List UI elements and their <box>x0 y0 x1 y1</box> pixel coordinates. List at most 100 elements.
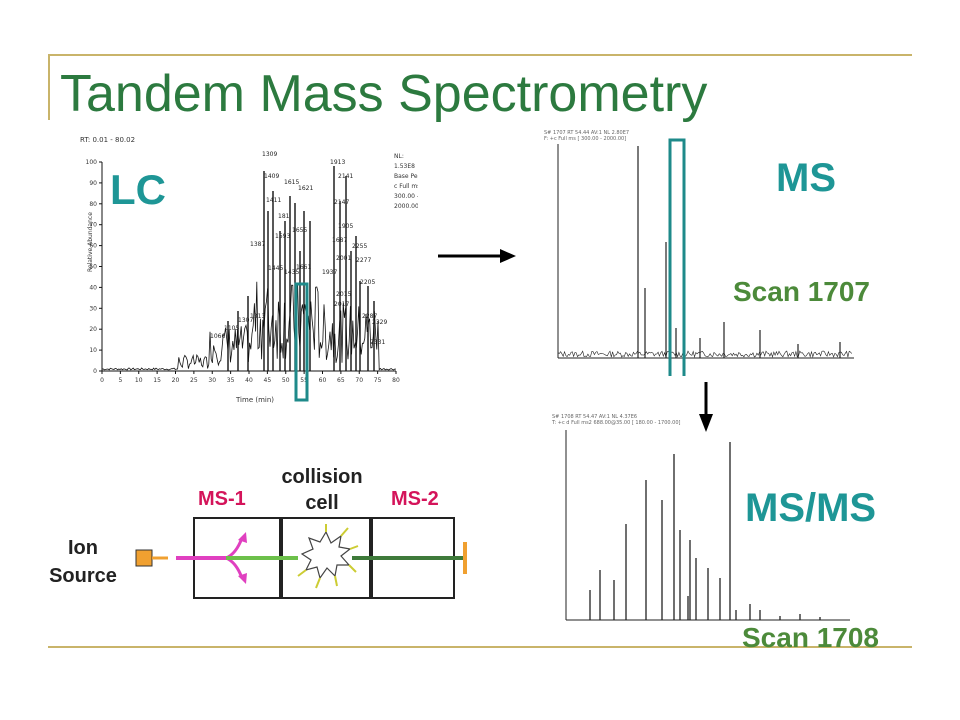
lc-x-tick-label: 20 <box>172 377 180 384</box>
ms-scan-label: Scan 1707 <box>733 276 870 307</box>
ion-source-label: Ion Source <box>40 534 126 590</box>
lc-x-tick-label: 50 <box>282 377 290 384</box>
lc-side-info-line: NL: <box>394 153 404 160</box>
lc-peak-label: 2001 <box>336 255 351 262</box>
lc-label: LC <box>110 166 166 213</box>
lc-side-info-line: 300.00 - <box>394 193 418 200</box>
ion-source-box <box>135 549 153 567</box>
lc-y-tick-label: 0 <box>93 368 97 375</box>
lc-peak-label: 1615 <box>284 179 299 186</box>
lc-side-info-line: Base Peak F: + <box>394 173 418 180</box>
lc-peak-label: 1687 <box>332 237 347 244</box>
lc-y-tick-label: 60 <box>89 243 97 250</box>
lc-xlabel: Time (min) <box>235 396 274 404</box>
ms-trace <box>557 146 853 359</box>
ms1-label: MS-1 <box>198 488 246 510</box>
lc-y-tick-label: 40 <box>89 284 97 291</box>
bottom-rule <box>48 646 912 648</box>
svg-text:S# 1708 RT 54.47 AV:1 NL 4.37E: S# 1708 RT 54.47 AV:1 NL 4.37E6 <box>552 414 637 420</box>
arrow-ms-to-msms <box>699 382 713 432</box>
lc-peak-label: 1593 <box>275 233 290 240</box>
lc-peak-label: 2015 <box>336 291 351 298</box>
lc-peak-label: 2141 <box>338 173 353 180</box>
lc-y-tick-label: 90 <box>89 180 97 187</box>
lc-y-tick-label: 70 <box>89 222 97 229</box>
lc-x-tick-label: 80 <box>392 377 400 384</box>
lc-header: RT: 0.01 - 80.02 <box>80 136 135 144</box>
lc-peak-label: 2331 <box>370 339 385 346</box>
lc-y-tick-label: 50 <box>89 264 97 271</box>
lc-x-tick-label: 15 <box>153 377 161 384</box>
lc-peak-label: 1445 <box>268 265 283 272</box>
lc-y-tick-label: 20 <box>89 326 97 333</box>
lc-y-tick-label: 10 <box>89 347 97 354</box>
msms-scan-label: Scan 1708 <box>742 622 879 653</box>
lc-x-tick-label: 10 <box>135 377 143 384</box>
lc-x-ticks: 0 5 10 15 20 25 30 35 40 45 50 55 60 65 70 75 80 <box>100 371 400 384</box>
lc-peak-label: 1905 <box>338 223 353 230</box>
lc-peak-label: 1307 <box>238 317 253 324</box>
collision-cell-line1: collision <box>281 466 363 488</box>
lc-peak-label: 1621 <box>298 185 313 192</box>
lc-x-tick-label: 40 <box>245 377 253 384</box>
collision-cell-label: collision cell <box>274 464 370 516</box>
collision-burst <box>297 524 359 589</box>
lc-x-tick-label: 0 <box>100 377 104 384</box>
left-rule <box>48 54 50 120</box>
lc-peak-label: 1913 <box>330 159 345 166</box>
ms2-label: MS-2 <box>391 488 439 510</box>
svg-text:T: +c d Full ms2 688.00@35.00: T: +c d Full ms2 688.00@35.00 [ 180.00 -… <box>551 420 681 426</box>
lc-x-tick-label: 65 <box>337 377 345 384</box>
lc-peak-label: 2329 <box>372 319 387 326</box>
lc-peak-label: 1655 <box>292 227 307 234</box>
lc-x-tick-label: 30 <box>208 377 216 384</box>
lc-x-tick-label: 25 <box>190 377 198 384</box>
lc-peak-label: 1105 <box>224 325 239 332</box>
instrument-schematic <box>135 517 467 599</box>
lc-x-tick-label: 5 <box>118 377 122 384</box>
lc-x-tick-label: 35 <box>227 377 235 384</box>
lc-y-tick-label: 80 <box>89 201 97 208</box>
collision-cell-line2: cell <box>305 492 339 514</box>
ms-spectrum: S# 1707 RT 54.44 AV:1 NL 2.80E7 F: +c Fu… <box>544 130 854 376</box>
lc-peak-label: 1309 <box>262 151 277 158</box>
lc-peak-label: 2147 <box>334 199 349 206</box>
lc-selection-box <box>294 282 309 402</box>
svg-text:F: +c Full ms [ 300.00 - 2000.: F: +c Full ms [ 300.00 - 2000.00] <box>544 136 626 142</box>
lc-trace <box>101 166 397 371</box>
ion-source-line2: Source <box>49 565 117 587</box>
lc-peak-label: 1411 <box>266 197 281 204</box>
lc-peak-label: 2287 <box>362 313 377 320</box>
lc-x-tick-label: 55 <box>300 377 308 384</box>
lc-peak-label: 1387 <box>250 241 265 248</box>
slide-title: Tandem Mass Spectrometry <box>60 65 708 123</box>
lc-peak-label: 1066 <box>210 333 225 340</box>
lc-peak-label: 2017 <box>334 301 349 308</box>
arrow-lc-to-ms <box>438 249 516 263</box>
lc-side-info-line: c Full ms [ <box>394 183 418 190</box>
lc-x-tick-label: 45 <box>264 377 272 384</box>
lc-peak-label: 1313 <box>250 313 265 320</box>
svg-text:S# 1707 RT 54.44 AV:1 NL 2.80E: S# 1707 RT 54.44 AV:1 NL 2.80E7 <box>544 130 629 136</box>
lc-side-info-line: 2000.00] <box>394 203 418 210</box>
msms-label: MS/MS <box>745 486 877 530</box>
lc-peak-label: 1937 <box>322 269 337 276</box>
lc-ylabel: Relative Abundance <box>87 212 94 272</box>
lc-peak-label: 2255 <box>352 243 367 250</box>
msms-spectrum: S# 1708 RT 54.47 AV:1 NL 4.37E6 T: +c d … <box>551 414 850 621</box>
lc-side-info-line: 1.53E8 <box>394 163 415 170</box>
lc-y-tick-label: 100 <box>86 159 98 166</box>
lc-x-tick-label: 75 <box>374 377 382 384</box>
lc-x-tick-label: 60 <box>319 377 327 384</box>
lc-peak-label: 181 <box>278 213 290 220</box>
lc-peak-label: 2277 <box>356 257 371 264</box>
lc-side-info: NL: 1.53E8 Base Peak F: + c Full ms [ 300.00… <box>394 153 418 210</box>
ms-label: MS <box>776 156 836 200</box>
lc-chromatogram: RT: 0.01 - 80.02 Relative Abundance 0 10 2… <box>80 136 418 404</box>
ms-selection-box <box>668 138 686 376</box>
lc-y-tick-label: 30 <box>89 305 97 312</box>
lc-x-tick-label: 70 <box>355 377 363 384</box>
lc-peak-label: 1661 <box>296 264 311 271</box>
top-rule <box>48 54 912 56</box>
